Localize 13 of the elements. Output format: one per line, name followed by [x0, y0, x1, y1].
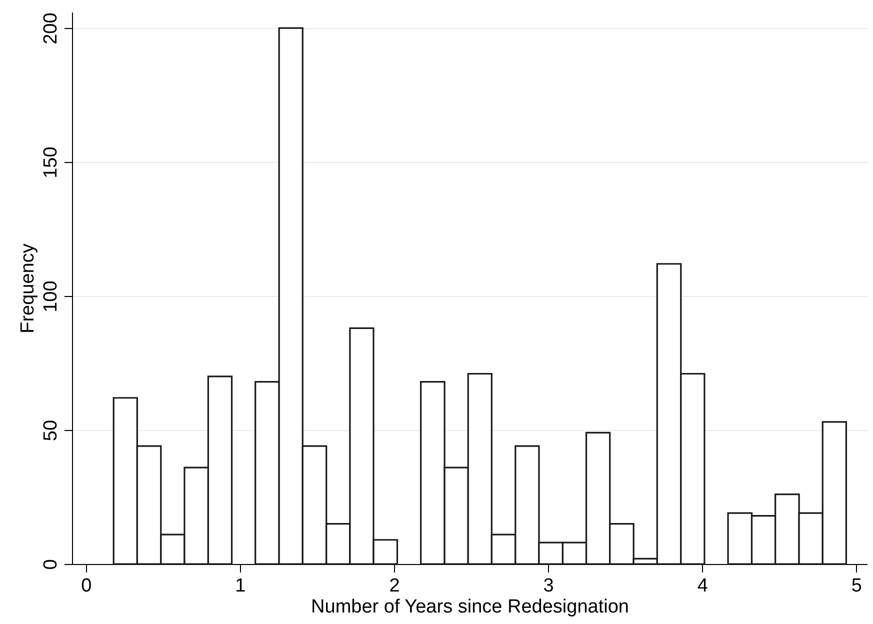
x-tick-label: 0 [81, 576, 92, 596]
y-tick-label: 0 [40, 559, 62, 570]
x-axis-title: Number of Years since Redesignation [311, 596, 629, 618]
x-tick-label: 4 [697, 576, 708, 596]
y-tick-label: 150 [40, 146, 62, 178]
x-tick-label: 3 [543, 576, 554, 596]
y-tick-label: 100 [40, 280, 62, 312]
x-tick-label: 2 [389, 576, 400, 596]
x-tick-label: 1 [235, 576, 246, 596]
y-tick-label: 50 [40, 420, 62, 442]
x-tick-label: 5 [851, 576, 862, 596]
y-axis-title: Frequency [18, 243, 38, 334]
y-tick-label: 200 [40, 12, 62, 44]
